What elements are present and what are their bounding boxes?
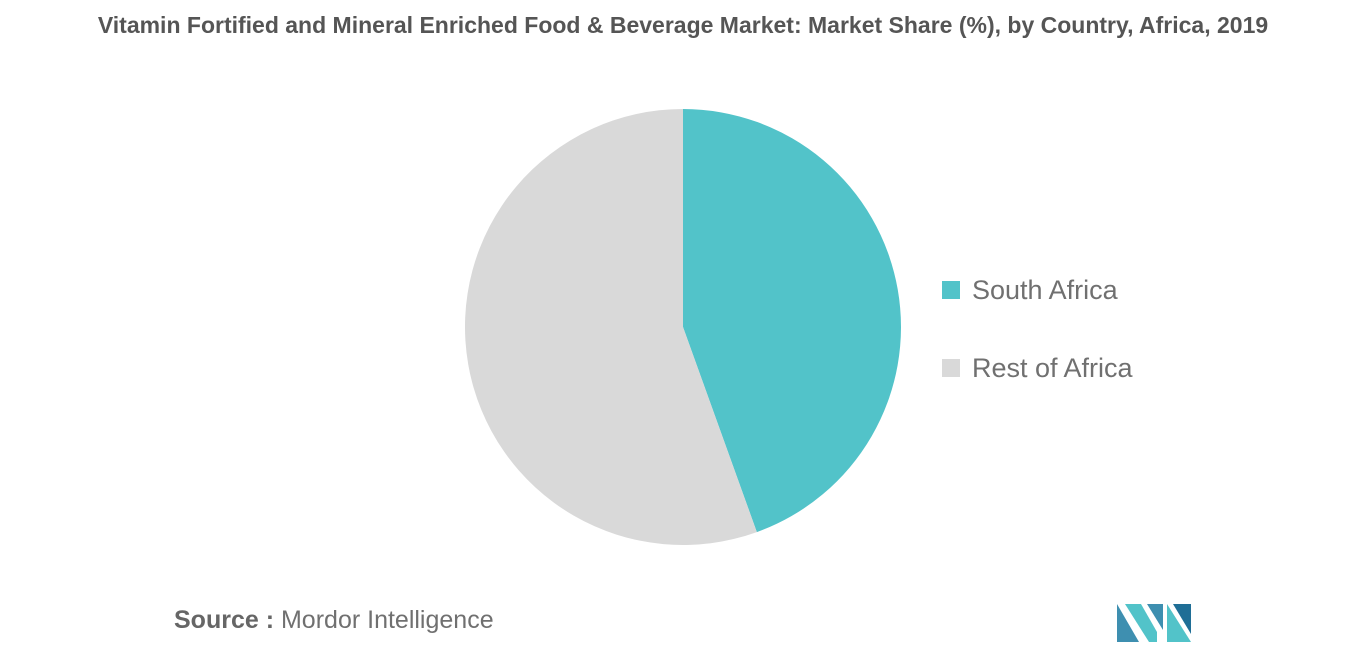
- source-key: Source :: [174, 606, 275, 634]
- legend-label-south-africa: South Africa: [972, 274, 1118, 305]
- pie-slice-rest-of-africa: [464, 108, 757, 545]
- legend-swatch-rest-of-africa: [942, 359, 960, 377]
- source-note: Source : Mordor Intelligence: [174, 606, 494, 635]
- source-value: Mordor Intelligence: [280, 606, 494, 634]
- legend-swatch-south-africa: [942, 281, 960, 299]
- pie-slice-south-africa: [683, 109, 901, 533]
- pie-slices: [464, 108, 901, 545]
- legend-item-rest-of-africa: Rest of Africa: [942, 350, 1133, 386]
- legend-label-rest-of-africa: Rest of Africa: [972, 352, 1133, 383]
- legend-item-south-africa: South Africa: [942, 272, 1133, 308]
- legend: South Africa Rest of Africa: [942, 272, 1133, 428]
- chart-title: Vitamin Fortified and Mineral Enriched F…: [97, 12, 1269, 38]
- mordor-intelligence-logo-icon: [1117, 604, 1191, 642]
